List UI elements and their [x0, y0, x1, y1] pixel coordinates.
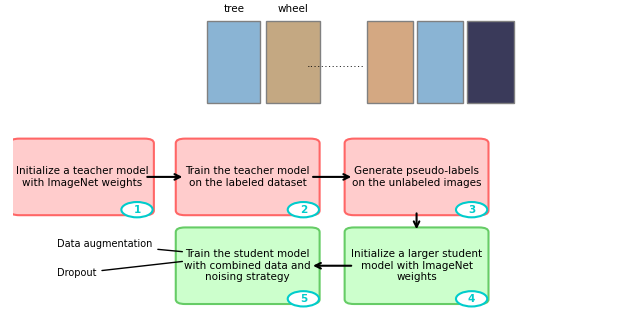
Text: tree: tree — [223, 4, 244, 14]
Text: Generate pseudo-labels
on the unlabeled images: Generate pseudo-labels on the unlabeled … — [352, 166, 481, 188]
Text: 4: 4 — [468, 294, 476, 304]
Circle shape — [456, 291, 487, 307]
FancyBboxPatch shape — [467, 21, 513, 104]
FancyBboxPatch shape — [345, 228, 488, 304]
Text: Initialize a teacher model
with ImageNet weights: Initialize a teacher model with ImageNet… — [15, 166, 148, 188]
FancyBboxPatch shape — [417, 21, 463, 104]
Text: wheel: wheel — [278, 4, 308, 14]
Text: Data augmentation: Data augmentation — [57, 239, 182, 252]
Text: ................: ................ — [307, 59, 364, 69]
FancyBboxPatch shape — [10, 139, 154, 215]
Circle shape — [288, 291, 319, 307]
Text: Initialize a larger student
model with ImageNet
weights: Initialize a larger student model with I… — [351, 249, 482, 282]
FancyBboxPatch shape — [345, 139, 488, 215]
FancyBboxPatch shape — [176, 228, 319, 304]
FancyBboxPatch shape — [176, 139, 319, 215]
Circle shape — [288, 202, 319, 217]
FancyBboxPatch shape — [207, 21, 260, 104]
FancyBboxPatch shape — [367, 21, 413, 104]
Text: Dropout: Dropout — [57, 261, 182, 278]
FancyBboxPatch shape — [266, 21, 319, 104]
Text: Train the student model
with combined data and
noising strategy: Train the student model with combined da… — [184, 249, 311, 282]
Circle shape — [456, 202, 487, 217]
Text: 3: 3 — [468, 205, 476, 215]
Text: Train the teacher model
on the labeled dataset: Train the teacher model on the labeled d… — [186, 166, 310, 188]
Text: 1: 1 — [133, 205, 141, 215]
Circle shape — [122, 202, 152, 217]
Text: 5: 5 — [300, 294, 307, 304]
Text: 2: 2 — [300, 205, 307, 215]
